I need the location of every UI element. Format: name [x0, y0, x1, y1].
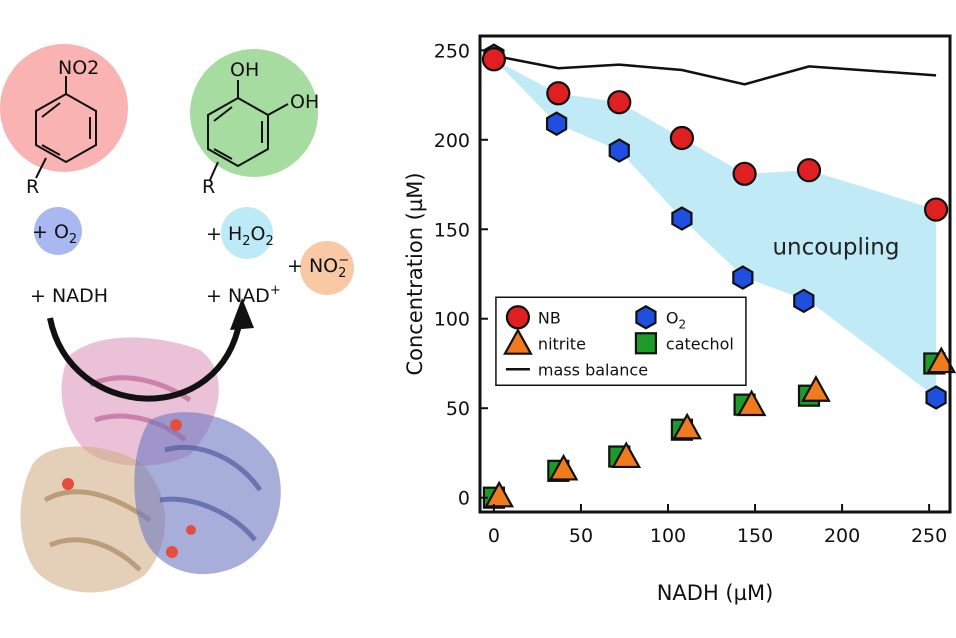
legend-box [495, 296, 747, 387]
plot-frame [478, 34, 952, 514]
y-tick-label: 50 [446, 398, 470, 420]
hydrogen-peroxide-circle [221, 207, 273, 259]
mass-balance-layer [493, 54, 937, 86]
x-tick-label: 250 [911, 525, 947, 547]
concentration-chart: 0 50 100 150 200 250 0 50 100 150 200 250 uncouplin… [403, 34, 956, 605]
legend-NB-label: NB [538, 308, 561, 327]
legend: NB O2 nitrite catechol mass balance [495, 296, 747, 387]
O-point [545, 111, 568, 136]
y-axis-title: Concentration (µM) [403, 172, 427, 375]
nitrite-circle [300, 241, 354, 295]
reactant-r-label: R [26, 176, 39, 198]
hydrogen-peroxide-label: + H2O2 [206, 223, 274, 249]
nitrite-point [548, 453, 579, 481]
legend-catechol-marker [634, 332, 658, 355]
catechol-structure [207, 80, 289, 181]
y-tick-label: 100 [434, 309, 470, 331]
O-point [671, 206, 693, 231]
NB-point [607, 90, 632, 115]
markers-layer [481, 43, 956, 509]
y-tick-label: 0 [458, 488, 470, 510]
reaction-arrow [47, 317, 243, 402]
NB-point [481, 47, 507, 72]
NB-point [546, 81, 571, 106]
x-tick-label: 0 [488, 525, 500, 547]
legend-catechol-label: catechol [666, 334, 734, 353]
uncoupling-region-layer [493, 59, 937, 398]
uncoupling-region [493, 59, 937, 398]
O-point [925, 385, 947, 410]
legend-O-marker [635, 304, 657, 330]
y-tick-label: 150 [434, 219, 470, 241]
NB-point [669, 125, 695, 151]
oxygen-circle [34, 207, 82, 255]
nadh-label: + NADH [30, 285, 108, 307]
nitrite-point [926, 346, 956, 374]
x-tick-label: 50 [569, 525, 593, 547]
mass-balance-line [493, 54, 937, 86]
axes-layer: 0 50 100 150 200 250 0 50 100 150 200 250 [434, 34, 952, 547]
NB-point [923, 197, 949, 222]
legend-nitrite-label: nitrite [538, 334, 586, 353]
legend-nitrite-marker [503, 327, 533, 355]
x-tick-label: 150 [737, 525, 773, 547]
NB-point [796, 158, 822, 183]
protein-structure [20, 337, 281, 593]
nitrite-point [484, 480, 515, 508]
x-tick-label: 100 [650, 525, 686, 547]
catechol-circle [190, 49, 318, 177]
legend-mass-balance-label: mass balance [538, 360, 648, 379]
NB-point [732, 161, 757, 186]
O-point [608, 138, 630, 163]
reaction-scheme: NO2 R OH OH R + O2 + NADH + H2O2 + NAD+ … [0, 44, 354, 593]
reaction-arrow-head [230, 298, 254, 330]
O-point [793, 288, 815, 314]
x-tick-label: 200 [824, 525, 860, 547]
nitrite-point [736, 389, 767, 417]
nitrite-point [672, 412, 703, 440]
O-point [732, 265, 754, 290]
uncoupling-annotation: uncoupling [772, 234, 899, 260]
nitro-group-label: NO2 [58, 57, 99, 79]
protein-tan-subunit [20, 446, 166, 593]
y-tick-label: 250 [434, 40, 470, 62]
nitrite-label: + NO2− [287, 253, 349, 281]
x-axis-title: NADH (µM) [657, 581, 774, 605]
nitrobenzene-structure [35, 76, 97, 179]
nad-label: + NAD+ [206, 283, 281, 307]
hydroxyl-label-2: OH [290, 91, 319, 113]
y-tick-label: 200 [434, 130, 470, 152]
legend-NB-marker [505, 305, 531, 330]
hydroxyl-label-1: OH [230, 59, 259, 81]
protein-blue-subunit [134, 412, 281, 575]
product-r-label: R [202, 176, 215, 198]
nitrite-point [611, 441, 642, 469]
nitrite-point [801, 375, 831, 402]
oxygen-label: + O2 [32, 221, 77, 247]
legend-O-label: O2 [666, 308, 686, 331]
